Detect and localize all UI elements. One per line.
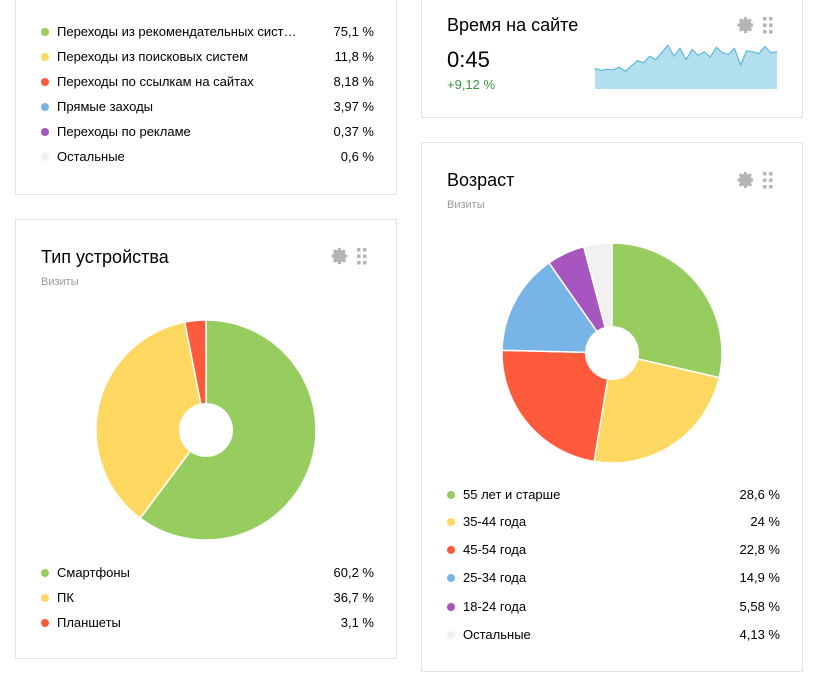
legend-item[interactable]: 25-34 года 14,9 % xyxy=(447,568,780,597)
card-tools xyxy=(331,247,367,265)
legend-dot xyxy=(447,491,455,499)
sparkline-line xyxy=(595,44,777,72)
pie-center-hole xyxy=(179,403,233,457)
time-on-site-card: Время на сайте 0:45 +9,12 % xyxy=(421,0,803,118)
legend-dot xyxy=(447,574,455,582)
legend-value: 0,37 % xyxy=(333,124,374,139)
legend-label: Переходы по ссылкам на сайтах xyxy=(57,74,254,89)
card-title: Тип устройства xyxy=(41,247,169,267)
legend-item[interactable]: 45-54 года 22,8 % xyxy=(447,540,780,568)
legend-label: 35-44 года xyxy=(463,514,527,529)
legend-dot xyxy=(447,603,455,611)
legend-value: 0,6 % xyxy=(340,149,374,164)
legend-dot xyxy=(41,594,49,602)
legend-label: 45-54 года xyxy=(463,542,527,557)
gear-icon[interactable] xyxy=(737,16,755,34)
legend-dot xyxy=(447,546,455,554)
drag-handle-icon[interactable] xyxy=(357,247,367,265)
legend-label: Планшеты xyxy=(57,615,121,630)
pie-center-hole xyxy=(585,326,639,380)
legend-dot xyxy=(41,619,49,627)
legend-label: Переходы по рекламе xyxy=(57,124,191,139)
pie-slice-1[interactable] xyxy=(611,242,723,379)
legend-value: 8,18 % xyxy=(333,74,374,89)
pie-slice-2[interactable] xyxy=(593,352,721,464)
traffic-sources-card: Переходы из рекомендательных сист… 75,1 … xyxy=(15,0,397,195)
legend-value: 75,1 % xyxy=(333,24,374,39)
legend-item[interactable]: Переходы из поисковых систем 11,8 % xyxy=(41,47,374,72)
legend-value: 14,9 % xyxy=(739,570,780,585)
legend-label: 25-34 года xyxy=(463,570,527,585)
legend-dot xyxy=(41,128,49,136)
card-title: Время на сайте xyxy=(447,15,579,35)
traffic-sources-legend: Переходы из рекомендательных сист… 75,1 … xyxy=(41,22,374,172)
device-type-card: Тип устройства Визиты Смартфоны 60,2 % П… xyxy=(15,219,397,659)
legend-value: 24 % xyxy=(750,514,780,529)
legend-item[interactable]: Переходы по ссылкам на сайтах 8,18 % xyxy=(41,72,374,97)
drag-handle-icon[interactable] xyxy=(763,171,773,189)
device-pie-chart xyxy=(95,319,317,541)
legend-dot xyxy=(41,103,49,111)
card-title: Возраст xyxy=(447,170,515,190)
legend-item[interactable]: 18-24 года 5,58 % xyxy=(447,597,780,625)
sparkline-chart xyxy=(595,44,777,89)
legend-item[interactable]: Переходы из рекомендательных сист… 75,1 … xyxy=(41,22,374,47)
legend-item[interactable]: Остальные 4,13 % xyxy=(447,625,780,650)
legend-value: 36,7 % xyxy=(333,590,374,605)
device-legend: Смартфоны 60,2 % ПК 36,7 % Планшеты 3,1 … xyxy=(41,563,374,638)
card-tools xyxy=(737,171,773,189)
legend-label: Остальные xyxy=(57,149,125,164)
legend-label: 18-24 года xyxy=(463,599,527,614)
time-on-site-delta: +9,12 % xyxy=(447,77,496,92)
age-card: Возраст Визиты 55 лет и старше 28,6 % 35… xyxy=(421,142,803,672)
age-pie-chart xyxy=(501,242,723,464)
legend-dot xyxy=(41,28,49,36)
legend-dot xyxy=(41,569,49,577)
legend-item[interactable]: 55 лет и старше 28,6 % xyxy=(447,485,780,512)
gear-icon[interactable] xyxy=(737,171,755,189)
legend-label: Прямые заходы xyxy=(57,99,154,114)
sparkline-area xyxy=(595,45,777,89)
pie-slice-6[interactable] xyxy=(582,242,613,354)
legend-item[interactable]: Планшеты 3,1 % xyxy=(41,613,374,638)
legend-value: 11,8 % xyxy=(334,49,374,64)
legend-item[interactable]: Смартфоны 60,2 % xyxy=(41,563,374,588)
legend-label: Смартфоны xyxy=(57,565,130,580)
legend-value: 5,58 % xyxy=(739,599,780,614)
legend-item[interactable]: 35-44 года 24 % xyxy=(447,512,780,540)
legend-item[interactable]: Прямые заходы 3,97 % xyxy=(41,97,374,122)
legend-value: 4,13 % xyxy=(739,627,780,642)
age-legend: 55 лет и старше 28,6 % 35-44 года 24 % 4… xyxy=(447,485,780,650)
legend-item[interactable]: Переходы по рекламе 0,37 % xyxy=(41,122,374,147)
legend-item[interactable]: ПК 36,7 % xyxy=(41,588,374,613)
legend-item[interactable]: Остальные 0,6 % xyxy=(41,147,374,172)
legend-dot xyxy=(41,153,49,161)
legend-label: ПК xyxy=(57,590,74,605)
drag-handle-icon[interactable] xyxy=(763,16,773,34)
legend-dot xyxy=(41,78,49,86)
card-tools xyxy=(737,16,773,34)
legend-label: Остальные xyxy=(463,627,531,642)
pie-slice-3[interactable] xyxy=(183,319,207,431)
legend-dot xyxy=(447,518,455,526)
legend-value: 22,8 % xyxy=(739,542,780,557)
card-subtitle: Визиты xyxy=(41,276,79,288)
legend-value: 3,97 % xyxy=(333,99,374,114)
legend-value: 3,1 % xyxy=(340,615,374,630)
legend-dot xyxy=(41,53,49,61)
pie-slice-2[interactable] xyxy=(95,321,207,520)
legend-label: Переходы из поисковых систем xyxy=(57,49,249,64)
card-subtitle: Визиты xyxy=(447,199,485,211)
legend-value: 28,6 % xyxy=(739,487,780,502)
legend-dot xyxy=(447,631,455,639)
legend-value: 60,2 % xyxy=(333,565,374,580)
time-on-site-value: 0:45 xyxy=(447,47,490,72)
gear-icon[interactable] xyxy=(331,247,349,265)
legend-label: Переходы из рекомендательных сист… xyxy=(57,24,297,39)
pie-slice-3[interactable] xyxy=(501,349,613,463)
legend-label: 55 лет и старше xyxy=(463,487,561,502)
pie-slice-4[interactable] xyxy=(501,261,614,354)
